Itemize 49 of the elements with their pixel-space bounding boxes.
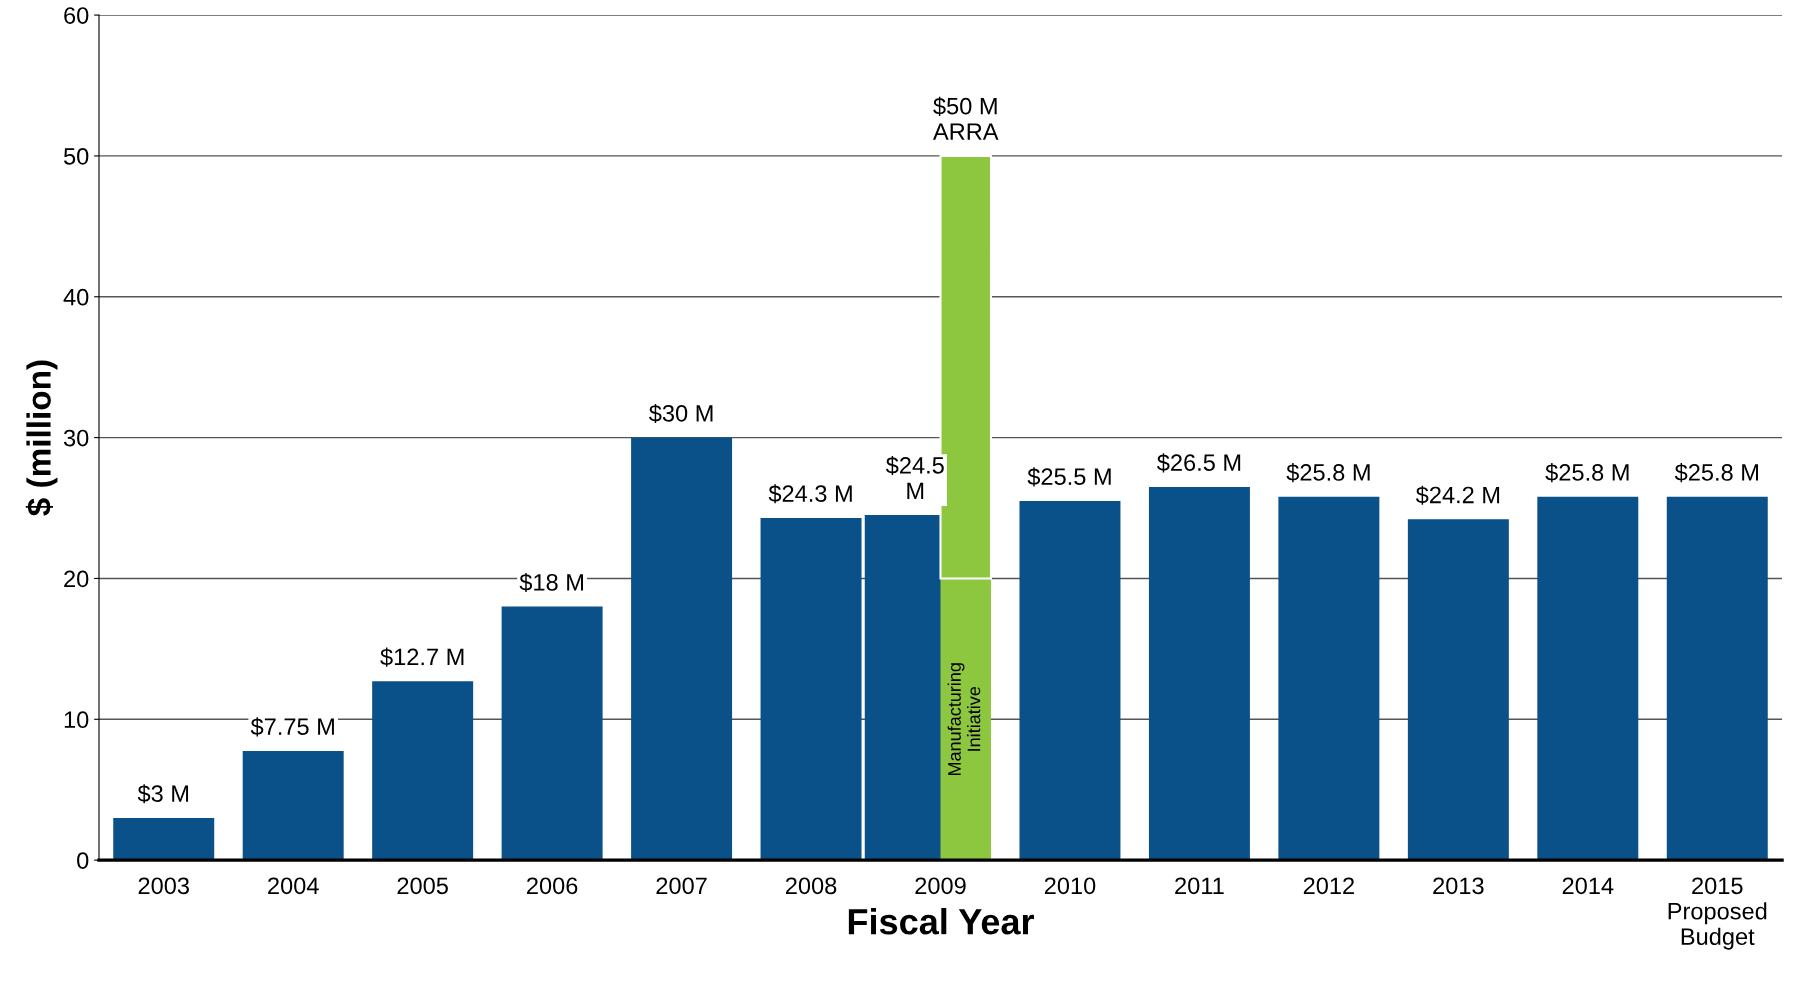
- data-label: $3 M: [137, 784, 189, 804]
- x-tick-label: 2015 Proposed Budget: [1668, 877, 1767, 950]
- data-label: $24.5 M: [885, 455, 944, 499]
- y-tick-label: 20: [64, 570, 89, 588]
- y-tick-label: 60: [64, 7, 89, 24]
- y-tick-label: 40: [63, 288, 89, 306]
- x-tick-label: 2010: [1044, 877, 1096, 895]
- x-tick-label: 2006: [527, 877, 578, 895]
- data-label: $24.2 M: [1415, 485, 1500, 505]
- bar: [1537, 496, 1639, 861]
- x-tick-label: 2012: [1303, 877, 1354, 895]
- series-label: Manufacturing Initiative: [947, 663, 981, 776]
- bar: [1019, 500, 1121, 861]
- data-label: $26.5 M: [1157, 453, 1241, 473]
- bar: [1278, 496, 1380, 861]
- y-tick-label: 30: [63, 429, 89, 447]
- x-tick-label: 2009: [915, 877, 966, 895]
- x-tick-label: 2007: [656, 877, 707, 895]
- bar: [501, 606, 603, 861]
- x-tick-label: 2014: [1562, 877, 1614, 895]
- y-axis-title: $ (million): [25, 360, 58, 516]
- bar: [1666, 496, 1768, 861]
- data-label: $30 M: [649, 403, 713, 424]
- data-label: $50 M ARRA: [932, 96, 999, 140]
- data-label: $25.8 M: [1674, 463, 1758, 483]
- x-axis-title: Fiscal Year: [848, 908, 1035, 935]
- bar: [1407, 519, 1509, 861]
- bar: [1148, 486, 1250, 861]
- bar: [760, 517, 862, 861]
- data-label: $24.3 M: [768, 484, 852, 504]
- y-tick-label: 50: [63, 148, 89, 165]
- data-label: $25.8 M: [1286, 463, 1370, 483]
- bar: [631, 437, 733, 861]
- data-label: $12.7 M: [380, 647, 464, 667]
- data-label: $18 M: [519, 572, 583, 593]
- data-label: $25.8 M: [1545, 463, 1629, 483]
- x-tick-label: 2013: [1433, 877, 1484, 895]
- y-tick-label: 10: [64, 711, 89, 729]
- x-tick-label: 2003: [138, 877, 189, 895]
- x-tick-label: 2004: [268, 877, 319, 895]
- y-tick-label: 0: [77, 852, 89, 869]
- data-label: $7.75 M: [250, 717, 334, 737]
- x-tick-label: 2008: [785, 877, 837, 895]
- x-tick-label: 2011: [1175, 877, 1224, 895]
- data-label: $25.5 M: [1027, 467, 1111, 487]
- bar: [372, 681, 474, 861]
- x-tick-label: 2005: [397, 877, 448, 895]
- bar: [113, 817, 215, 861]
- bar: [242, 750, 344, 861]
